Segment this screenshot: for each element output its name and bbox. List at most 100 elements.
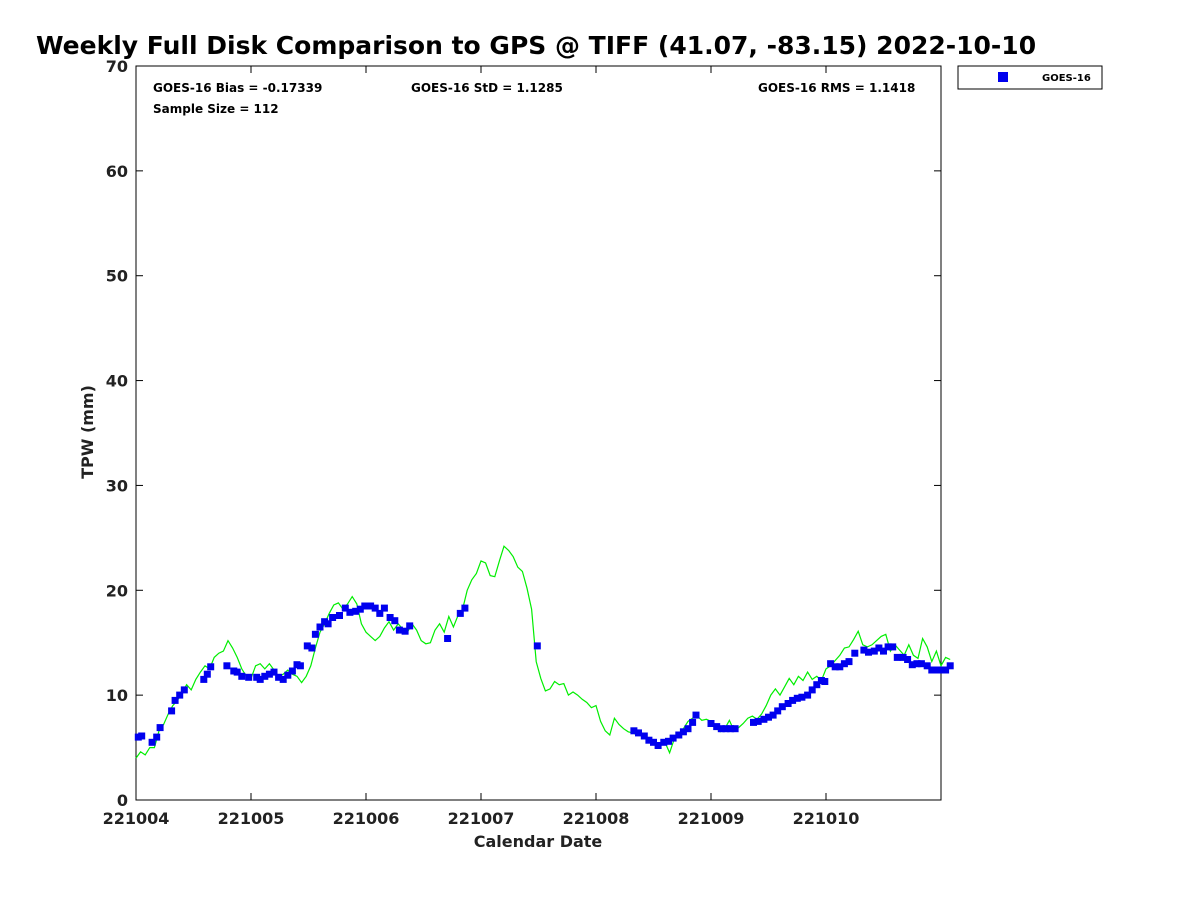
y-tick-label: 0 xyxy=(117,791,128,810)
goes16-data-point xyxy=(669,734,677,742)
goes16-data-point xyxy=(180,686,188,694)
goes16-data-point xyxy=(341,604,349,612)
goes16-data-point xyxy=(769,711,777,719)
goes16-data-point xyxy=(908,661,916,669)
y-tick-label: 60 xyxy=(106,162,128,181)
goes16-data-point xyxy=(630,727,638,735)
goes16-data-point xyxy=(928,666,936,674)
chart-title: Weekly Full Disk Comparison to GPS @ TIF… xyxy=(36,31,1036,60)
y-tick-label: 70 xyxy=(106,57,128,76)
goes16-data-point xyxy=(731,725,739,733)
plot-area xyxy=(135,65,942,801)
goes16-data-point xyxy=(645,736,653,744)
goes16-data-point xyxy=(376,609,384,617)
goes16-data-point xyxy=(153,733,161,741)
x-axis: 221004 221005 221006 221007 221008 221009 2210… xyxy=(103,66,859,828)
goes16-data-point xyxy=(284,671,292,679)
x-axis-label: Calendar Date xyxy=(474,832,603,851)
rms-stat: GOES-16 RMS = 1.1418 xyxy=(758,81,915,95)
goes16-data-point xyxy=(311,630,319,638)
goes16-data-point xyxy=(270,668,278,676)
goes16-data-point xyxy=(727,725,735,733)
goes16-data-point xyxy=(717,725,725,733)
goes16-data-point xyxy=(654,742,662,749)
y-tick-label: 10 xyxy=(106,686,128,705)
goes16-data-point xyxy=(640,732,648,740)
x-tick-label: 221007 xyxy=(448,809,515,828)
goes16-data-point xyxy=(831,663,839,671)
goes16-data-point xyxy=(774,707,782,715)
goes16-data-point xyxy=(932,666,940,674)
goes16-data-point xyxy=(223,662,231,670)
goes16-data-point xyxy=(836,663,844,671)
goes16-data-point xyxy=(750,718,757,726)
goes16-data-point xyxy=(352,607,360,615)
goes16-data-point xyxy=(261,672,269,680)
goes16-data-point xyxy=(942,666,950,674)
goes16-data-point xyxy=(386,614,394,621)
gps-series-line xyxy=(135,545,951,759)
goes16-data-point xyxy=(367,602,375,610)
x-tick-label: 221004 xyxy=(103,809,170,828)
goes16-data-point xyxy=(148,738,156,746)
goes16-data-point xyxy=(316,623,324,631)
goes16-data-point xyxy=(156,724,164,732)
goes16-data-point xyxy=(798,693,806,701)
goes16-data-point xyxy=(722,725,730,733)
goes16-data-point xyxy=(361,602,369,610)
goes16-data-point xyxy=(692,711,700,719)
goes16-data-point xyxy=(913,660,921,668)
goes16-data-point xyxy=(324,620,332,628)
goes16-data-point xyxy=(884,643,892,651)
goes16-data-point xyxy=(765,713,772,721)
x-tick-label: 221006 xyxy=(333,809,400,828)
goes16-data-point xyxy=(827,660,835,668)
goes16-data-point xyxy=(336,612,343,619)
goes16-data-point xyxy=(203,670,211,678)
goes16-data-point xyxy=(265,670,273,678)
y-tick-label: 50 xyxy=(106,267,128,286)
goes16-data-point xyxy=(238,672,246,680)
bias-stat: GOES-16 Bias = -0.17339 xyxy=(153,81,322,95)
goes16-data-point xyxy=(401,627,409,635)
goes16-data-point xyxy=(207,663,215,671)
goes16-data-point xyxy=(635,729,642,737)
goes16-data-point xyxy=(275,673,283,681)
goes16-data-point xyxy=(233,668,241,676)
goes16-data-point xyxy=(793,694,801,702)
goes16-data-point xyxy=(371,604,379,612)
goes16-data-point xyxy=(889,643,897,651)
goes16-data-point xyxy=(675,731,683,739)
goes16-data-point xyxy=(880,647,887,655)
goes16-data-point xyxy=(461,604,469,612)
goes16-data-point xyxy=(168,707,176,715)
goes16-data-point xyxy=(804,691,812,699)
goes16-data-point xyxy=(444,635,452,642)
goes16-data-point xyxy=(176,691,184,699)
y-tick-label: 40 xyxy=(106,372,128,391)
goes16-data-point xyxy=(821,678,829,685)
y-axis-label: TPW (mm) xyxy=(78,385,97,479)
legend-marker-goes16 xyxy=(998,72,1008,82)
goes16-data-point xyxy=(808,686,816,694)
goes16-data-point xyxy=(303,642,311,650)
goes16-data-point xyxy=(689,718,697,726)
x-tick-label: 221005 xyxy=(218,809,285,828)
goes16-data-point xyxy=(851,649,859,657)
x-tick-label: 221009 xyxy=(678,809,745,828)
goes16-data-point xyxy=(754,717,762,725)
goes16-data-point xyxy=(860,646,868,654)
goes16-data-point xyxy=(684,725,692,733)
goes16-data-point xyxy=(329,614,337,621)
goes16-data-point xyxy=(660,738,668,746)
goes16-data-point xyxy=(840,660,848,668)
goes16-data-point xyxy=(406,622,414,630)
goes16-data-point xyxy=(893,653,901,661)
goes16-data-point xyxy=(380,604,388,612)
goes16-data-point xyxy=(650,738,657,746)
goes16-data-point xyxy=(665,737,672,745)
goes16-data-point xyxy=(813,681,821,689)
goes16-data-point xyxy=(875,644,883,652)
goes16-data-point xyxy=(245,673,253,681)
goes16-data-point xyxy=(308,644,316,652)
